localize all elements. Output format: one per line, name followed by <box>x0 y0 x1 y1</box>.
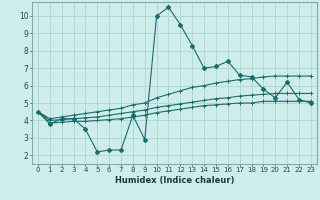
X-axis label: Humidex (Indice chaleur): Humidex (Indice chaleur) <box>115 176 234 185</box>
